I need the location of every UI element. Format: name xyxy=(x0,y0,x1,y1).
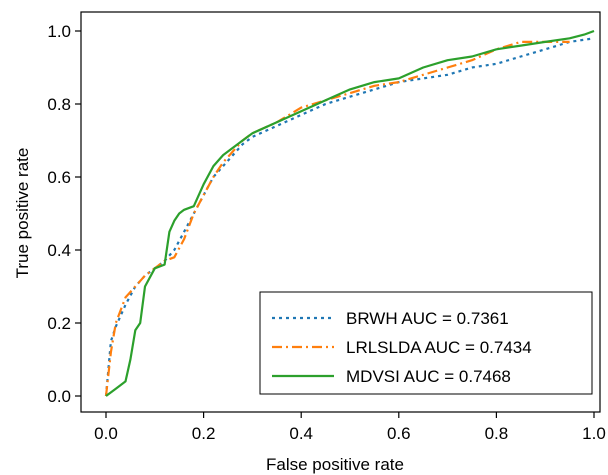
x-tick-label: 1.0 xyxy=(582,424,606,443)
series-line-mdvsi xyxy=(105,29,595,397)
y-tick-label: 0.4 xyxy=(47,241,71,260)
y-tick-label: 0.8 xyxy=(47,95,71,114)
y-tick-label: 1.0 xyxy=(47,22,71,41)
series-lines xyxy=(104,29,595,397)
x-tick-label: 0.6 xyxy=(387,424,411,443)
y-tick-label: 0.6 xyxy=(47,168,71,187)
legend-label-lrlslda: LRLSLDA AUC = 0.7434 xyxy=(346,338,532,357)
x-tick-label: 0.0 xyxy=(94,424,118,443)
plot-frame xyxy=(80,11,601,413)
x-tick-label: 0.2 xyxy=(192,424,216,443)
y-axis-label: True positive rate xyxy=(13,148,32,279)
x-tick-label: 0.8 xyxy=(485,424,509,443)
axis-ticks: 0.0 0.2 0.4 0.6 0.8 1.0 0.0 0.2 0.4 0.6 0.8 1.0 xyxy=(47,22,605,443)
y-tick-label: 0.2 xyxy=(47,314,71,333)
legend-label-mdvsi: MDVSI AUC = 0.7468 xyxy=(346,367,511,386)
series-line-lrlslda xyxy=(104,40,570,397)
series-line-brwh xyxy=(104,37,595,397)
y-tick-label: 0.0 xyxy=(47,387,71,406)
legend: BRWH AUC = 0.7361 LRLSLDA AUC = 0.7434 MDV… xyxy=(259,291,593,395)
x-axis-label: False positive rate xyxy=(266,455,404,474)
x-tick-label: 0.4 xyxy=(289,424,313,443)
legend-label-brwh: BRWH AUC = 0.7361 xyxy=(346,309,509,328)
